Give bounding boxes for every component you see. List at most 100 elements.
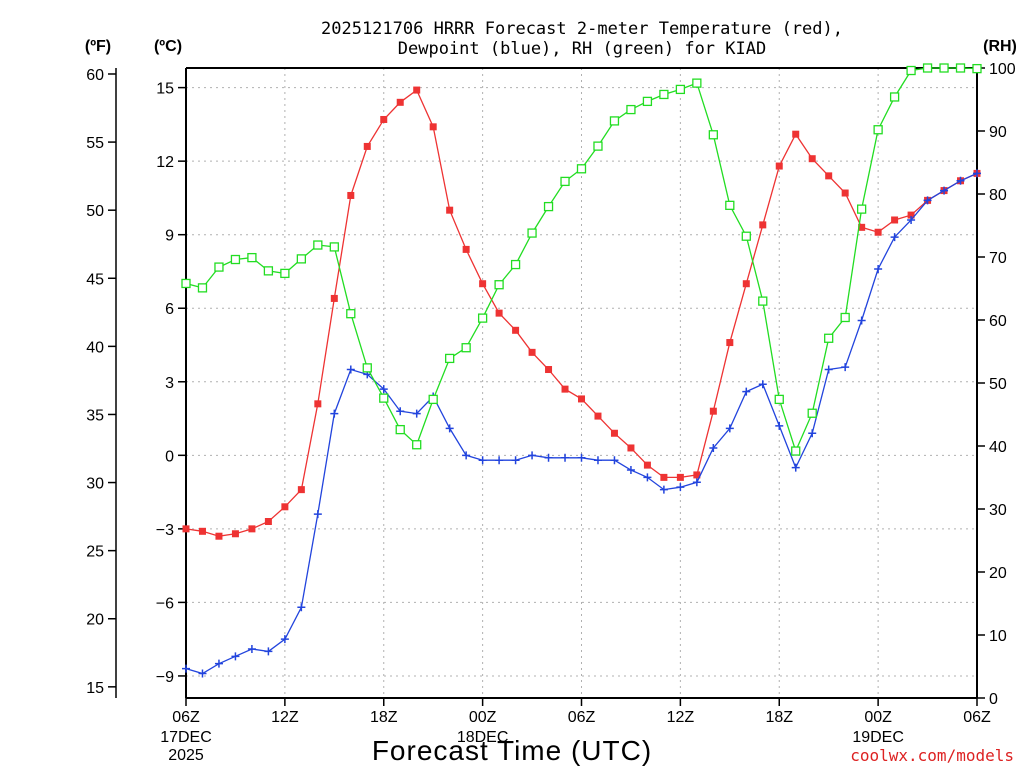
fahrenheit-tick-label: 25 (86, 544, 104, 561)
dewpoint-point (626, 466, 635, 475)
rh-point (955, 63, 966, 73)
dewpoint-point (824, 365, 833, 374)
rh-tick-label: 70 (989, 250, 1007, 267)
dewpoint-point (940, 186, 949, 195)
dewpoint-point (923, 196, 932, 205)
x-tick-label: 00Z (864, 709, 892, 726)
rh-point (313, 240, 323, 250)
fahrenheit-tick-label: 55 (86, 135, 104, 152)
dewpoint-point (379, 385, 388, 394)
fahrenheit-tick-label: 40 (86, 339, 104, 356)
rh-point (758, 296, 768, 306)
temperature-point (891, 216, 899, 224)
data-series (181, 63, 982, 678)
temperature-point (462, 245, 470, 253)
x-tick-label: 06Z (568, 709, 596, 726)
dewpoint-point (412, 409, 421, 418)
rh-point (230, 254, 241, 265)
rh-point (609, 116, 620, 126)
series-filled-square (182, 86, 981, 540)
rh-point (642, 96, 653, 107)
temperature-point (907, 211, 915, 219)
rh-point (296, 254, 307, 264)
watermark: coolwx.com/models (850, 746, 1014, 765)
celsius-tick-label: 15 (156, 81, 174, 98)
temperature-point (347, 191, 355, 199)
axes (115, 67, 978, 699)
dewpoint-point (297, 603, 306, 612)
celsius-tick-label: −6 (156, 595, 174, 612)
temperature-point (759, 221, 767, 229)
dewpoint-point (445, 424, 454, 433)
temperature-point (528, 348, 536, 356)
dewpoint-point (495, 456, 504, 465)
dewpoint-point (280, 635, 289, 644)
rh-point (708, 130, 718, 140)
temperature-point (264, 518, 272, 526)
rh-point (774, 394, 784, 405)
fahrenheit-tick-label: 15 (86, 680, 104, 697)
dewpoint-point (330, 409, 339, 418)
x-tick-label: 00Z (469, 709, 497, 726)
rh-point (346, 309, 356, 319)
rh-unit-label: (RH) (983, 38, 1017, 55)
rh-point (329, 242, 339, 252)
rh-point (576, 164, 587, 174)
rh-point (675, 84, 686, 95)
x-tick-label: 12Z (667, 709, 695, 726)
x-tick-label: 18Z (370, 709, 398, 726)
celsius-tick-label: 0 (165, 448, 174, 465)
temperature-point (182, 525, 190, 533)
rh-point (395, 424, 405, 435)
dewpoint-point (396, 407, 405, 416)
dewpoint-point (791, 463, 800, 472)
dewpoint-point (231, 652, 240, 661)
dewpoint-point (973, 169, 981, 178)
x-tick-label: 18Z (765, 709, 793, 726)
x-tick-date-label: 19DEC (852, 729, 904, 746)
rh-point (461, 343, 471, 353)
dewpoint-point (659, 485, 668, 494)
dewpoint-point (528, 451, 537, 460)
temperature-point (561, 385, 569, 393)
rh-point (543, 201, 554, 212)
dewpoint-point (808, 429, 817, 438)
dewpoint-point (775, 421, 784, 430)
dewpoint-point (907, 215, 916, 224)
series-plus (182, 169, 981, 678)
dewpoint-point (676, 483, 685, 492)
rh-tick-label: 10 (989, 628, 1007, 645)
celsius-tick-label: 6 (165, 301, 174, 318)
rh-point (922, 63, 933, 73)
dewpoint-point (890, 233, 899, 242)
rh-point (807, 408, 817, 418)
dewpoint-point (841, 363, 850, 372)
rh-point (494, 280, 504, 290)
rh-point (889, 92, 900, 102)
rh-tick-label: 100 (989, 61, 1016, 78)
rh-point (725, 200, 735, 210)
dewpoint-point (264, 647, 273, 656)
x-axis-title: Forecast Time (UTC) (372, 735, 652, 766)
dewpoint-point (198, 669, 207, 678)
temperature-point (446, 206, 454, 214)
temperature-point (808, 155, 816, 163)
temperature-point (643, 461, 651, 469)
temperature-point (363, 142, 371, 150)
rh-tick-label: 30 (989, 502, 1007, 519)
dewpoint-point (956, 176, 965, 185)
dewpoint-point (725, 424, 734, 433)
dewpoint-point (561, 453, 570, 462)
dewpoint-point (577, 453, 586, 462)
rh-tick-label: 90 (989, 124, 1007, 141)
gridlines (186, 68, 977, 698)
temperature-point (314, 400, 322, 408)
temperature-point (545, 366, 553, 374)
temperature-point (660, 473, 668, 481)
rh-point (379, 393, 389, 403)
dewpoint-point (874, 265, 883, 274)
temperature-point (610, 429, 618, 437)
rh-point (197, 283, 208, 293)
rh-point (181, 278, 191, 289)
x-tick-year-label: 2025 (168, 747, 204, 764)
